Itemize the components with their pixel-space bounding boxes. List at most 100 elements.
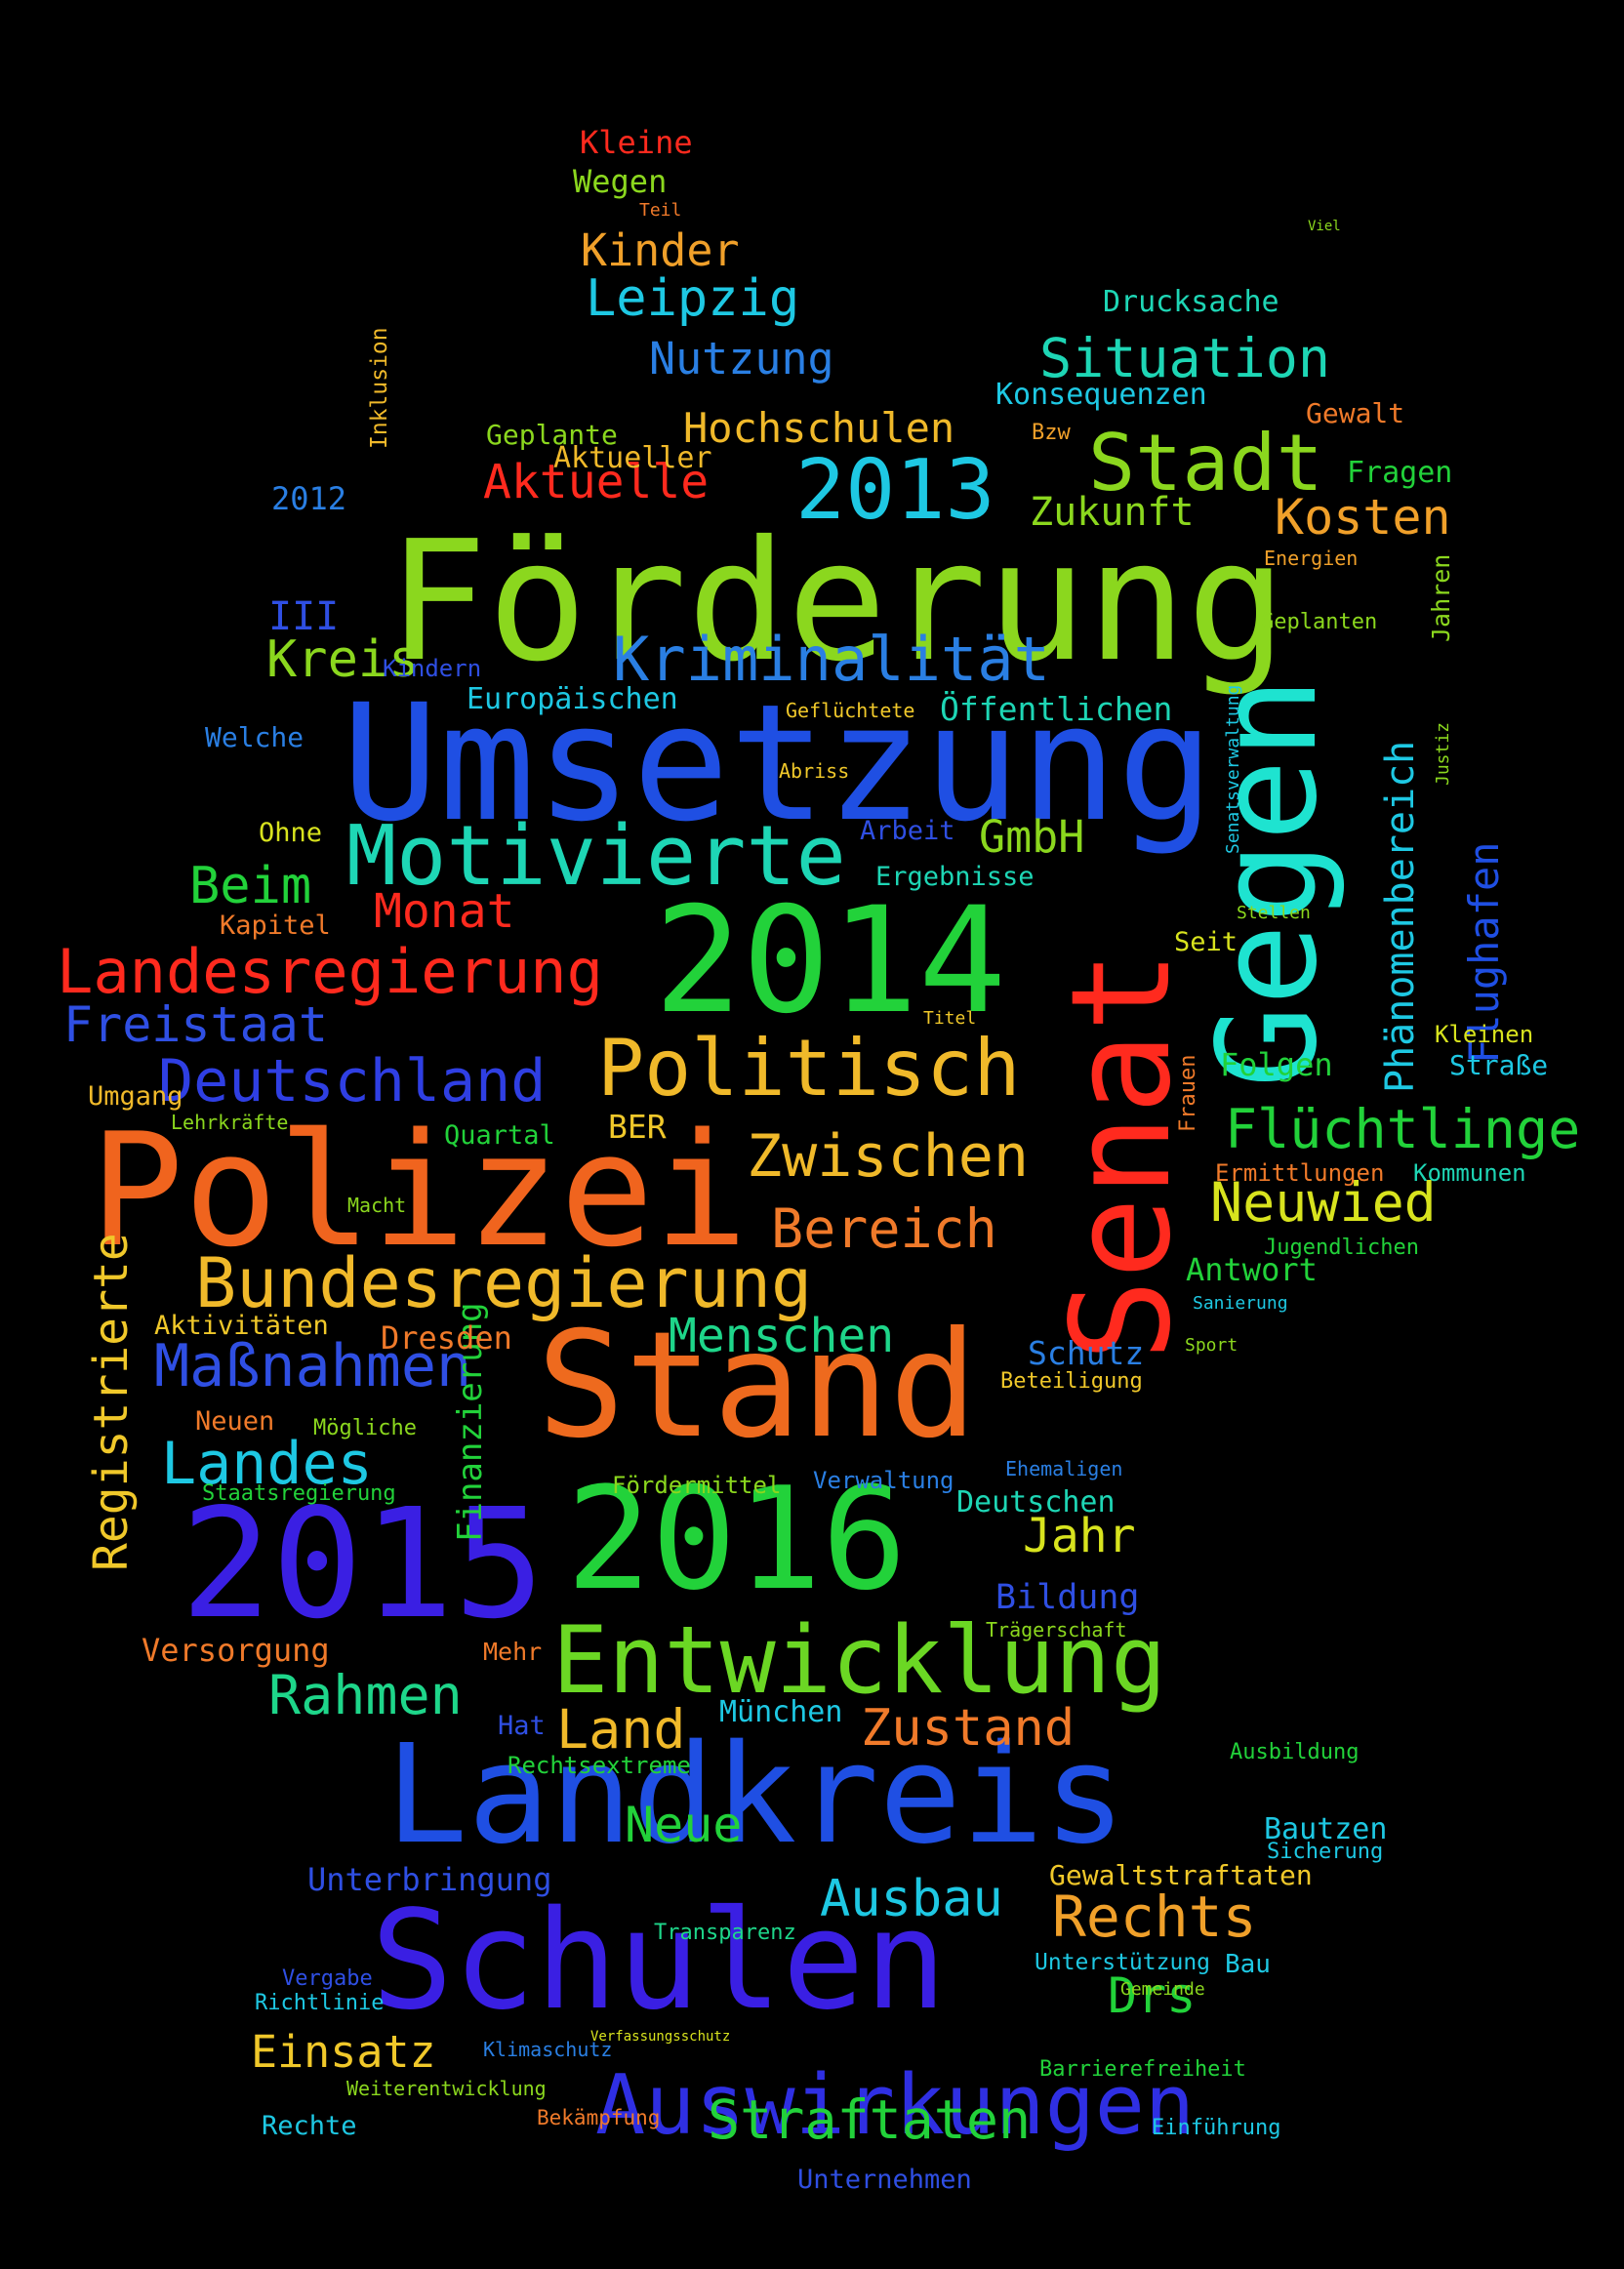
cloud-word: Jugendlichen [1264, 1236, 1419, 1260]
cloud-word: Kleinen [1435, 1021, 1534, 1048]
cloud-word: Folgen [1220, 1046, 1333, 1083]
cloud-word: Geplanten [1261, 610, 1378, 634]
cloud-word: Umgang [88, 1081, 183, 1112]
cloud-word: 2016 [566, 1457, 908, 1622]
cloud-word: Hochschulen [683, 404, 955, 452]
cloud-word: Landkreis [386, 1716, 1126, 1875]
cloud-word: Bereich [771, 1197, 997, 1260]
cloud-word: Europäischen [467, 682, 678, 716]
cloud-word: BER [608, 1108, 667, 1146]
cloud-word: Unternehmen [797, 2165, 972, 2195]
cloud-word: Motivierte [346, 808, 846, 905]
cloud-word: Stellen [1237, 903, 1311, 923]
cloud-word: Bau [1225, 1950, 1271, 1979]
cloud-word: Quartal [444, 1120, 555, 1151]
cloud-word: Bzw [1032, 421, 1071, 445]
cloud-word: Entwicklung [552, 1607, 1167, 1715]
cloud-word: Ehemaligen [1005, 1457, 1123, 1480]
cloud-word: Justiz [1433, 721, 1453, 786]
cloud-word: Kriminalität [613, 624, 1050, 695]
cloud-word: Öffentlichen [940, 690, 1173, 728]
cloud-word: Stadt [1088, 418, 1323, 508]
cloud-word: Jahr [1023, 1509, 1136, 1563]
cloud-word: Einsatz [251, 2026, 436, 2078]
cloud-word: Politisch [597, 1023, 1021, 1114]
cloud-word: Klimaschutz [483, 2038, 613, 2061]
cloud-word: Phänomenbereich [1378, 740, 1423, 1093]
cloud-word: Kleine [580, 124, 693, 161]
cloud-word: Schulen [371, 1882, 948, 2041]
cloud-word: Deutschen [956, 1485, 1116, 1519]
cloud-word: Leipzig [586, 269, 800, 328]
cloud-word: 2012 [271, 480, 347, 517]
cloud-word: Titel [923, 1008, 977, 1029]
cloud-word: GmbH [979, 811, 1085, 863]
cloud-word: Frauen [1176, 1054, 1200, 1132]
cloud-word: Geplante [486, 419, 618, 451]
cloud-word: Stand [537, 1301, 978, 1471]
cloud-word: Straftaten [708, 2088, 1032, 2151]
cloud-word: III [268, 594, 340, 639]
cloud-word: Rechts [1052, 1884, 1257, 1950]
cloud-word: Freistaat [63, 996, 328, 1053]
cloud-word: Neue [625, 1797, 743, 1853]
cloud-word: Kreis [266, 630, 420, 689]
cloud-word: Mögliche [313, 1416, 417, 1440]
cloud-word: Gegen [1189, 676, 1348, 1088]
cloud-word: Aktivitäten [154, 1311, 329, 1341]
cloud-word: Ohne [259, 818, 323, 848]
cloud-word: Senatsverwaltung [1223, 684, 1243, 854]
cloud-word: Welche [205, 721, 304, 753]
cloud-word: Beim [189, 857, 312, 915]
cloud-word: 2013 [795, 442, 995, 539]
cloud-word: Einführung [1152, 2116, 1281, 2140]
cloud-word: Gewaltstraftaten [1049, 1859, 1313, 1891]
cloud-word: Jahren [1427, 553, 1455, 642]
cloud-word: Senat [1042, 950, 1201, 1361]
cloud-word: Förderung [387, 506, 1287, 699]
cloud-word: Geflüchtete [786, 699, 915, 722]
cloud-word: Neuwied [1210, 1171, 1437, 1234]
cloud-word: Hat [498, 1711, 546, 1741]
cloud-word: Sport [1185, 1335, 1238, 1356]
cloud-word: Straße [1449, 1049, 1549, 1081]
cloud-word: Ausbildung [1230, 1740, 1360, 1764]
cloud-word: Arbeit [860, 816, 955, 846]
cloud-word: Wegen [573, 163, 668, 200]
cloud-word: Weiterentwicklung [346, 2077, 547, 2100]
cloud-word: Barrierefreiheit [1039, 2057, 1246, 2082]
cloud-word: Zukunft [1030, 490, 1195, 535]
cloud-word: Beteiligung [1000, 1369, 1143, 1394]
cloud-word: Vergabe [282, 1966, 373, 1991]
cloud-word: Aktuelle [483, 455, 710, 509]
cloud-word: Bildung [995, 1578, 1140, 1617]
cloud-word: Drucksache [1103, 285, 1279, 319]
cloud-word: Rechtsextreme [508, 1752, 691, 1779]
cloud-word: Sicherung [1267, 1840, 1384, 1864]
cloud-word: Ergebnisse [875, 862, 1035, 892]
cloud-word: Menschen [669, 1309, 895, 1363]
cloud-word: Kosten [1275, 489, 1451, 546]
cloud-word: Landesregierung [57, 936, 603, 1007]
cloud-word: Zwischen [747, 1122, 1029, 1191]
cloud-word: Lehrkräfte [171, 1111, 289, 1134]
cloud-word: Bundesregierung [195, 1243, 813, 1323]
cloud-word: Mehr [483, 1638, 543, 1666]
cloud-word: Deutschland [158, 1047, 547, 1115]
cloud-word: Teil [639, 200, 682, 221]
cloud-word: Seit [1174, 927, 1238, 957]
cloud-word: Dresden [381, 1319, 512, 1357]
cloud-word: Verfassungsschutz [590, 2029, 731, 2045]
cloud-word: Fördermittel [612, 1472, 782, 1499]
cloud-word: Staatsregierung [202, 1481, 396, 1506]
cloud-word: Sanierung [1193, 1293, 1288, 1314]
cloud-word: Viel [1308, 219, 1341, 234]
cloud-word: München [719, 1695, 843, 1729]
cloud-word: Monat [374, 884, 515, 939]
cloud-word: Trägerschaft [986, 1618, 1127, 1641]
cloud-word: Bautzen [1264, 1812, 1388, 1846]
cloud-word: Neuen [195, 1406, 275, 1437]
cloud-word: Transparenz [654, 1921, 796, 1945]
cloud-word: Verwaltung [813, 1467, 954, 1494]
